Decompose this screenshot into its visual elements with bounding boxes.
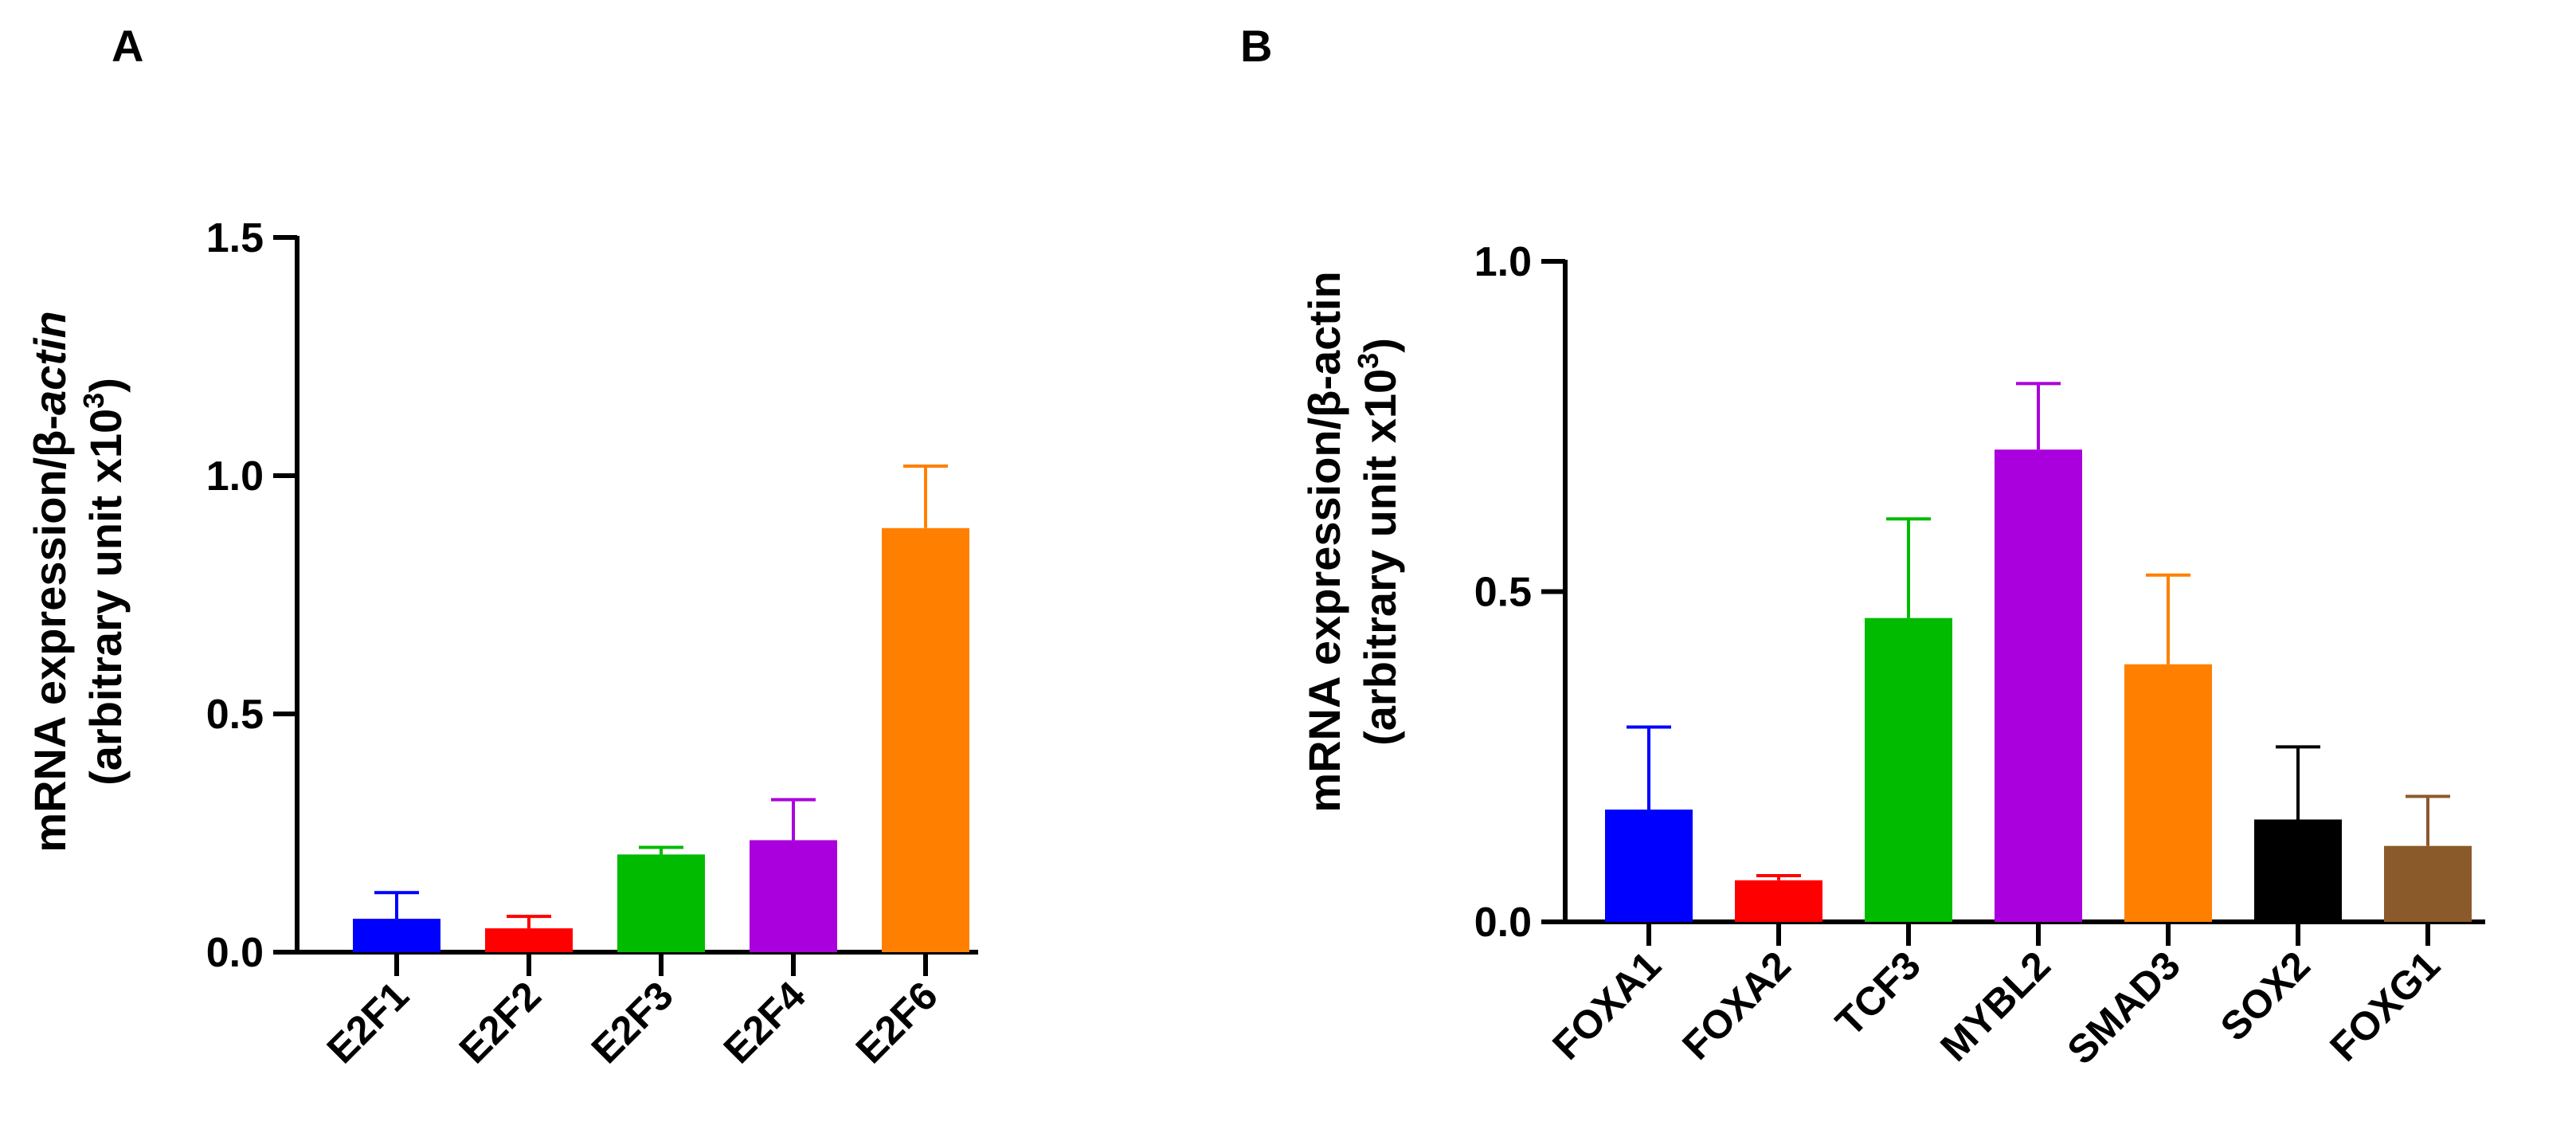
panel-b-ylabel-prefix: mRNA expression/β-actin [1299, 271, 1349, 812]
panel-b-bar-tcf3 [1865, 618, 1952, 922]
panel-a-y-tick-label-1: 0.5 [206, 692, 264, 738]
panel-b: B mRNA expression/β-actin (arbitrary uni… [1240, 21, 2485, 1073]
panel-b-bar-mybl2 [1995, 449, 2082, 922]
panel-b-y-axis-title: mRNA expression/β-actin (arbitrary unit … [1299, 271, 1405, 812]
panel-a-ylabel-unit: (arbitrary unit x10 [80, 409, 131, 786]
panel-b-bar-foxa1 [1605, 810, 1693, 922]
panel-b-label: B [1240, 21, 1272, 71]
panel-b-category-label-tcf3: TCF3 [1827, 943, 1929, 1045]
panel-a-y-axis-title: mRNA expression/β-actin (arbitrary unit … [25, 311, 131, 852]
panel-b-ylabel-sup: 3 [1352, 353, 1384, 369]
panel-b-category-label-foxa1: FOXA1 [1544, 943, 1669, 1068]
panel-b-bar-sox2 [2254, 819, 2342, 922]
panel-a-category-label-e2f4: E2F4 [715, 973, 814, 1072]
panel-b-category-label-mybl2: MYBL2 [1932, 943, 2058, 1069]
panel-b-y-tick-label-0: 0.0 [1474, 900, 1532, 946]
panel-a-bar-e2f1 [353, 919, 440, 952]
panel-b-category-label-foxa2: FOXA2 [1674, 943, 1799, 1068]
panel-a-ylabel-prefix: mRNA expression/β- [25, 415, 75, 853]
panel-a-y-tick-label-3: 1.5 [206, 215, 264, 261]
panel-a-category-label-e2f2: E2F2 [451, 973, 550, 1072]
panel-a-label: A [112, 21, 143, 71]
panel-a-y-tick-label-0: 0.0 [206, 930, 264, 976]
panel-b-category-label-foxg1: FOXG1 [2321, 943, 2448, 1069]
panel-a-ylabel-sup: 3 [77, 393, 110, 409]
panel-a-y-tick-label-2: 1.0 [206, 453, 264, 500]
panel-a-bar-e2f6 [882, 527, 969, 952]
panel-b-category-label-smad3: SMAD3 [2058, 943, 2188, 1072]
panel-a-y-axis-title-line2: (arbitrary unit x103) [77, 378, 131, 786]
panel-a-bar-e2f3 [617, 854, 705, 952]
panel-a-category-label-e2f1: E2F1 [319, 973, 417, 1072]
panel-b-y-axis-title-line2: (arbitrary unit x103) [1352, 338, 1405, 746]
panel-b-y-axis-title-line1: mRNA expression/β-actin [1299, 271, 1349, 812]
panel-a-category-label-e2f6: E2F6 [848, 973, 946, 1072]
panel-b-ylabel-end: ) [1355, 338, 1405, 353]
panel-b-bar-foxa2 [1735, 880, 1822, 922]
panel-b-ylabel-unit: (arbitrary unit x10 [1355, 369, 1405, 746]
panel-a: A mRNA expression/β-actin (arbitrary uni… [25, 21, 978, 1072]
panel-a-plot: 0.0 0.5 1.0 1.5 E2F1 E2F2 E2F3 E2F4 E2F6 [206, 215, 978, 1072]
panel-b-y-tick-label-2: 1.0 [1474, 239, 1532, 285]
panel-b-plot: 0.0 0.5 1.0 FOXA1 FOXA2 TCF3 MYBL2 SMAD3 SOX2 FOX… [1474, 239, 2485, 1073]
panel-b-category-label-sox2: SOX2 [2212, 943, 2319, 1049]
panel-a-ylabel-end: ) [80, 378, 131, 393]
panel-a-ylabel-italic: actin [25, 311, 75, 415]
panel-a-bar-e2f2 [485, 928, 573, 952]
panel-a-category-label-e2f3: E2F3 [583, 973, 682, 1072]
panel-b-bar-foxg1 [2384, 845, 2472, 922]
panel-a-bar-e2f4 [750, 840, 837, 952]
panel-b-bar-smad3 [2124, 664, 2212, 922]
panel-a-y-axis-title-line1: mRNA expression/β-actin [25, 311, 75, 852]
panel-b-y-tick-label-1: 0.5 [1474, 570, 1532, 616]
